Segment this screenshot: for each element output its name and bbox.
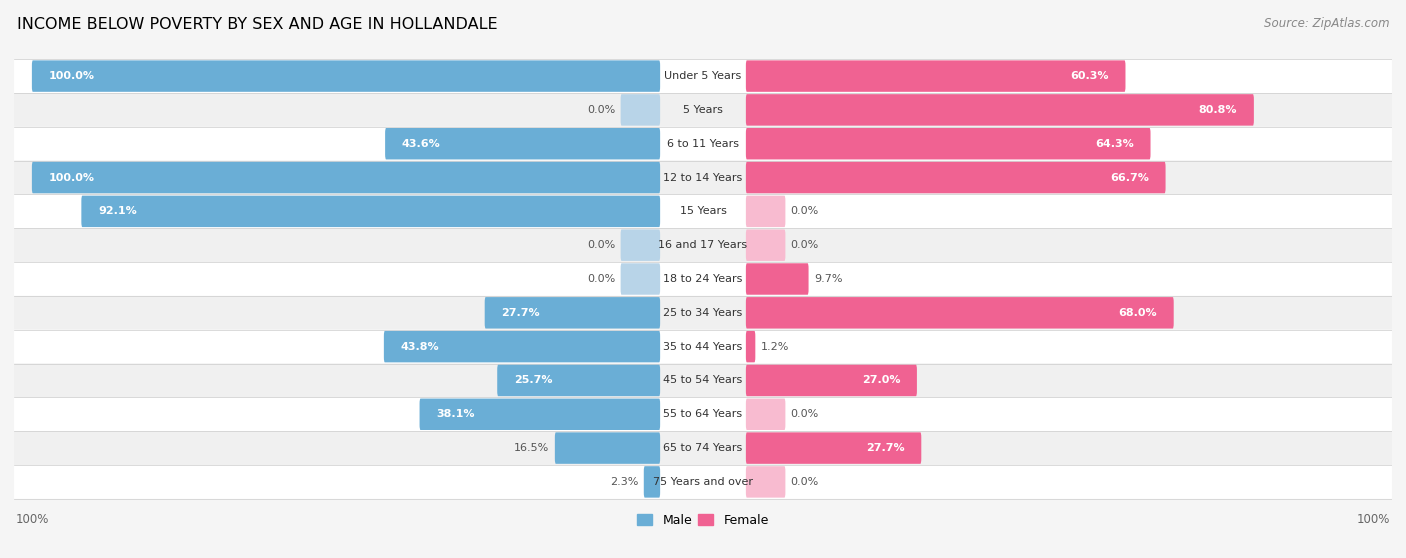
Text: 0.0%: 0.0% [588, 274, 616, 284]
Text: 92.1%: 92.1% [98, 206, 136, 217]
FancyBboxPatch shape [644, 466, 661, 498]
FancyBboxPatch shape [745, 128, 1150, 160]
FancyBboxPatch shape [498, 365, 661, 396]
Text: 66.7%: 66.7% [1111, 172, 1149, 182]
FancyBboxPatch shape [32, 162, 661, 193]
FancyBboxPatch shape [14, 161, 1392, 194]
FancyBboxPatch shape [745, 229, 786, 261]
Text: 55 to 64 Years: 55 to 64 Years [664, 409, 742, 419]
Text: 0.0%: 0.0% [588, 105, 616, 115]
FancyBboxPatch shape [14, 296, 1392, 330]
Text: 100.0%: 100.0% [48, 172, 94, 182]
Text: 64.3%: 64.3% [1095, 139, 1133, 149]
Text: 68.0%: 68.0% [1118, 308, 1157, 318]
Text: 35 to 44 Years: 35 to 44 Years [664, 341, 742, 352]
Legend: Male, Female: Male, Female [633, 509, 773, 532]
Text: 65 to 74 Years: 65 to 74 Years [664, 443, 742, 453]
Text: 6 to 11 Years: 6 to 11 Years [666, 139, 740, 149]
FancyBboxPatch shape [14, 397, 1392, 431]
FancyBboxPatch shape [620, 263, 661, 295]
Text: 0.0%: 0.0% [790, 477, 818, 487]
FancyBboxPatch shape [14, 330, 1392, 364]
FancyBboxPatch shape [385, 128, 661, 160]
FancyBboxPatch shape [745, 94, 1254, 126]
Text: 25.7%: 25.7% [513, 376, 553, 386]
Text: 5 Years: 5 Years [683, 105, 723, 115]
Text: 18 to 24 Years: 18 to 24 Years [664, 274, 742, 284]
Text: 100.0%: 100.0% [48, 71, 94, 81]
Text: 0.0%: 0.0% [790, 206, 818, 217]
Text: 45 to 54 Years: 45 to 54 Years [664, 376, 742, 386]
FancyBboxPatch shape [745, 196, 786, 227]
FancyBboxPatch shape [82, 196, 661, 227]
FancyBboxPatch shape [745, 365, 917, 396]
Text: 75 Years and over: 75 Years and over [652, 477, 754, 487]
FancyBboxPatch shape [620, 229, 661, 261]
FancyBboxPatch shape [419, 398, 661, 430]
FancyBboxPatch shape [14, 93, 1392, 127]
Text: 12 to 14 Years: 12 to 14 Years [664, 172, 742, 182]
FancyBboxPatch shape [745, 297, 1174, 329]
FancyBboxPatch shape [32, 60, 661, 92]
FancyBboxPatch shape [14, 465, 1392, 499]
FancyBboxPatch shape [745, 60, 1125, 92]
Text: 38.1%: 38.1% [436, 409, 475, 419]
Text: 27.7%: 27.7% [866, 443, 904, 453]
Text: INCOME BELOW POVERTY BY SEX AND AGE IN HOLLANDALE: INCOME BELOW POVERTY BY SEX AND AGE IN H… [17, 17, 498, 32]
FancyBboxPatch shape [14, 364, 1392, 397]
FancyBboxPatch shape [745, 398, 786, 430]
FancyBboxPatch shape [14, 194, 1392, 228]
FancyBboxPatch shape [14, 59, 1392, 93]
Text: 60.3%: 60.3% [1070, 71, 1109, 81]
Text: 0.0%: 0.0% [588, 240, 616, 250]
FancyBboxPatch shape [745, 162, 1166, 193]
Text: 16 and 17 Years: 16 and 17 Years [658, 240, 748, 250]
FancyBboxPatch shape [745, 432, 921, 464]
FancyBboxPatch shape [555, 432, 661, 464]
FancyBboxPatch shape [14, 127, 1392, 161]
Text: Under 5 Years: Under 5 Years [665, 71, 741, 81]
Text: Source: ZipAtlas.com: Source: ZipAtlas.com [1264, 17, 1389, 30]
Text: 25 to 34 Years: 25 to 34 Years [664, 308, 742, 318]
FancyBboxPatch shape [14, 228, 1392, 262]
Text: 2.3%: 2.3% [610, 477, 638, 487]
Text: 9.7%: 9.7% [814, 274, 842, 284]
Text: 15 Years: 15 Years [679, 206, 727, 217]
FancyBboxPatch shape [384, 331, 661, 362]
FancyBboxPatch shape [745, 263, 808, 295]
FancyBboxPatch shape [745, 331, 755, 362]
FancyBboxPatch shape [485, 297, 661, 329]
FancyBboxPatch shape [14, 262, 1392, 296]
Text: 27.0%: 27.0% [862, 376, 900, 386]
Text: 16.5%: 16.5% [515, 443, 550, 453]
Text: 80.8%: 80.8% [1199, 105, 1237, 115]
Text: 43.8%: 43.8% [401, 341, 439, 352]
Text: 0.0%: 0.0% [790, 240, 818, 250]
Text: 43.6%: 43.6% [402, 139, 440, 149]
FancyBboxPatch shape [620, 94, 661, 126]
Text: 27.7%: 27.7% [502, 308, 540, 318]
Text: 1.2%: 1.2% [761, 341, 789, 352]
Text: 0.0%: 0.0% [790, 409, 818, 419]
FancyBboxPatch shape [745, 466, 786, 498]
FancyBboxPatch shape [14, 431, 1392, 465]
